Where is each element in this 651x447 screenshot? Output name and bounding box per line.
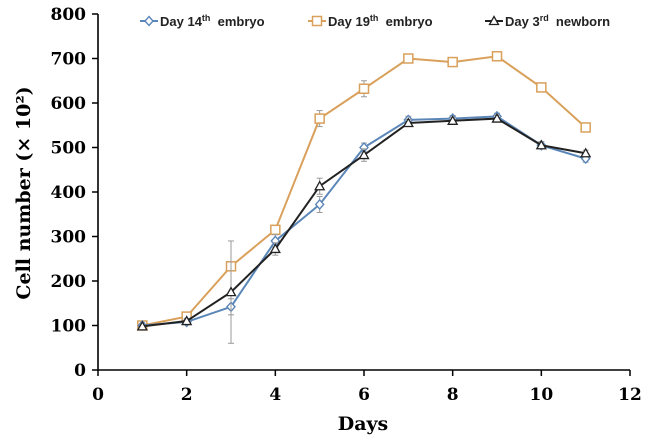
x-tick-label: 12 <box>618 385 642 405</box>
data-point <box>447 114 459 125</box>
y-tick-label: 0 <box>74 361 86 381</box>
series-layer <box>136 51 592 344</box>
x-tick-label: 6 <box>358 385 370 405</box>
series-3 <box>136 112 592 344</box>
y-tick-label: 100 <box>51 317 87 337</box>
data-point <box>580 122 591 133</box>
x-tick-label: 10 <box>529 385 553 405</box>
x-tick-label: 2 <box>181 385 193 405</box>
data-point <box>402 117 414 128</box>
axes <box>97 14 630 371</box>
x-tick-label: 0 <box>92 385 104 405</box>
x-tick-label: 4 <box>269 385 281 405</box>
y-tick-label: 300 <box>51 228 87 248</box>
y-tick-label: 500 <box>51 139 87 159</box>
y-axis-title: Cell number (× 10²) <box>13 86 35 299</box>
data-point <box>491 112 503 123</box>
series-2 <box>137 51 591 331</box>
legend-marker <box>311 15 323 27</box>
x-tick-labels: 0 2 4 6 8 10 12 <box>92 370 642 405</box>
data-point <box>536 82 547 93</box>
x-axis-title: Days <box>338 413 389 435</box>
y-tick-labels: 0 100 200 300 400 500 600 700 800 <box>51 5 98 381</box>
data-point <box>314 198 325 211</box>
data-point <box>358 149 370 160</box>
y-tick-label: 200 <box>51 272 87 292</box>
data-point <box>535 139 547 150</box>
data-point <box>225 286 237 297</box>
data-point <box>580 147 592 158</box>
legend-item-3: Day 3rd newborn <box>485 13 610 29</box>
y-tick-label: 600 <box>51 94 87 114</box>
data-point <box>447 56 458 68</box>
data-point <box>181 315 193 326</box>
data-point <box>403 53 414 64</box>
legend: Day 14th embryo Day 19th embryo Day 3rd ne… <box>140 13 610 29</box>
legend-item-2: Day 19th embryo <box>308 13 433 29</box>
x-tick-label: 8 <box>447 385 459 405</box>
y-tick-label: 400 <box>51 183 87 203</box>
legend-label: Day 19th embryo <box>328 13 433 29</box>
data-point <box>491 51 503 62</box>
y-tick-label: 800 <box>51 5 87 25</box>
legend-marker <box>144 15 154 27</box>
y-tick-label: 700 <box>51 50 87 70</box>
data-point <box>269 243 281 254</box>
legend-label: Day 14th embryo <box>160 13 265 29</box>
data-point <box>136 320 148 331</box>
legend-marker <box>488 15 500 26</box>
data-point <box>358 83 370 95</box>
legend-item-1: Day 14th embryo <box>140 13 265 29</box>
data-point <box>314 180 326 191</box>
legend-label: Day 3rd newborn <box>505 13 610 29</box>
data-point <box>314 113 325 124</box>
data-point <box>270 224 281 236</box>
series-1 <box>137 110 591 332</box>
